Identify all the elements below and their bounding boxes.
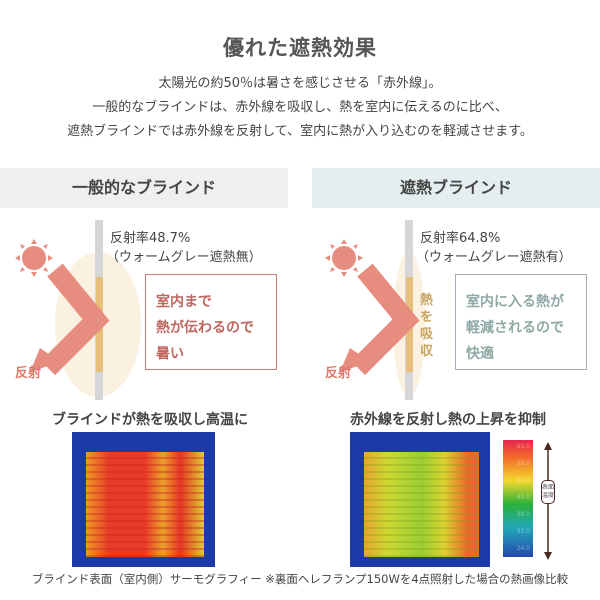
right-thermogram bbox=[350, 432, 490, 567]
intro-line: 遮熱ブラインドでは赤外線を反射して、室内に熱が入り込むのを軽減させます。 bbox=[67, 124, 533, 139]
left-header: 一般的なブラインド bbox=[0, 168, 288, 208]
scale-tick: 24.0 bbox=[516, 545, 530, 552]
scale-label: 表面温度 bbox=[541, 480, 555, 504]
page-title: 優れた遮熱効果 bbox=[223, 36, 377, 60]
left-caption: ブラインドが熱を吸収し高温に bbox=[52, 412, 248, 428]
sun-reflect-arrow-icon bbox=[325, 239, 420, 376]
scale-tick: 58.0 bbox=[516, 460, 530, 467]
scale-tick: 65.0 bbox=[516, 443, 530, 450]
product-name: （ウォームグレー遮熱有） bbox=[416, 250, 572, 265]
left-message-box: 室内まで 熱が伝わるので 暑い bbox=[145, 274, 277, 370]
temperature-scale: 65.0 58.0 52.0 45.0 38.0 31.0 24.0 bbox=[503, 440, 533, 557]
right-caption: 赤外線を反射し熱の上昇を抑制 bbox=[350, 412, 546, 428]
intro-line: 一般的なブラインドは、赤外線を吸収し、熱を室内に伝えるのに比べ、 bbox=[92, 100, 508, 115]
scale-tick: 31.0 bbox=[516, 528, 530, 535]
message-line: 軽減されるので bbox=[466, 320, 564, 336]
right-header: 遮熱ブラインド bbox=[312, 168, 600, 208]
reflect-rate: 反射率64.8% bbox=[420, 231, 501, 246]
message-line: 室内に入る熱が bbox=[466, 294, 564, 310]
reflect-label: 反射 bbox=[15, 366, 42, 381]
absorb-label: 熱を吸収 bbox=[420, 293, 434, 359]
sun-reflect-arrow-icon bbox=[15, 239, 110, 376]
scale-tick: 38.0 bbox=[516, 511, 530, 518]
reflect-rate: 反射率48.7% bbox=[110, 231, 191, 246]
reflect-label: 反射 bbox=[325, 366, 352, 381]
message-line: 室内まで bbox=[156, 294, 212, 310]
message-line: 熱が伝わるので bbox=[156, 320, 254, 336]
footnote: ブラインド表面（室内側）サーモグラフィー ※裏面ヘレフランプ150Wを4点照射し… bbox=[31, 572, 569, 586]
left-thermogram bbox=[72, 432, 215, 567]
message-line: 暑い bbox=[156, 346, 184, 362]
scale-tick: 52.0 bbox=[516, 477, 530, 484]
scale-tick: 45.0 bbox=[516, 494, 530, 501]
product-name: （ウォームグレー遮熱無） bbox=[106, 250, 262, 265]
right-message-box: 室内に入る熱が 軽減されるので 快適 bbox=[455, 274, 587, 370]
message-line: 快適 bbox=[466, 346, 494, 362]
intro-line: 太陽光の約50％は暑さを感じさせる「赤外線」。 bbox=[158, 76, 442, 91]
